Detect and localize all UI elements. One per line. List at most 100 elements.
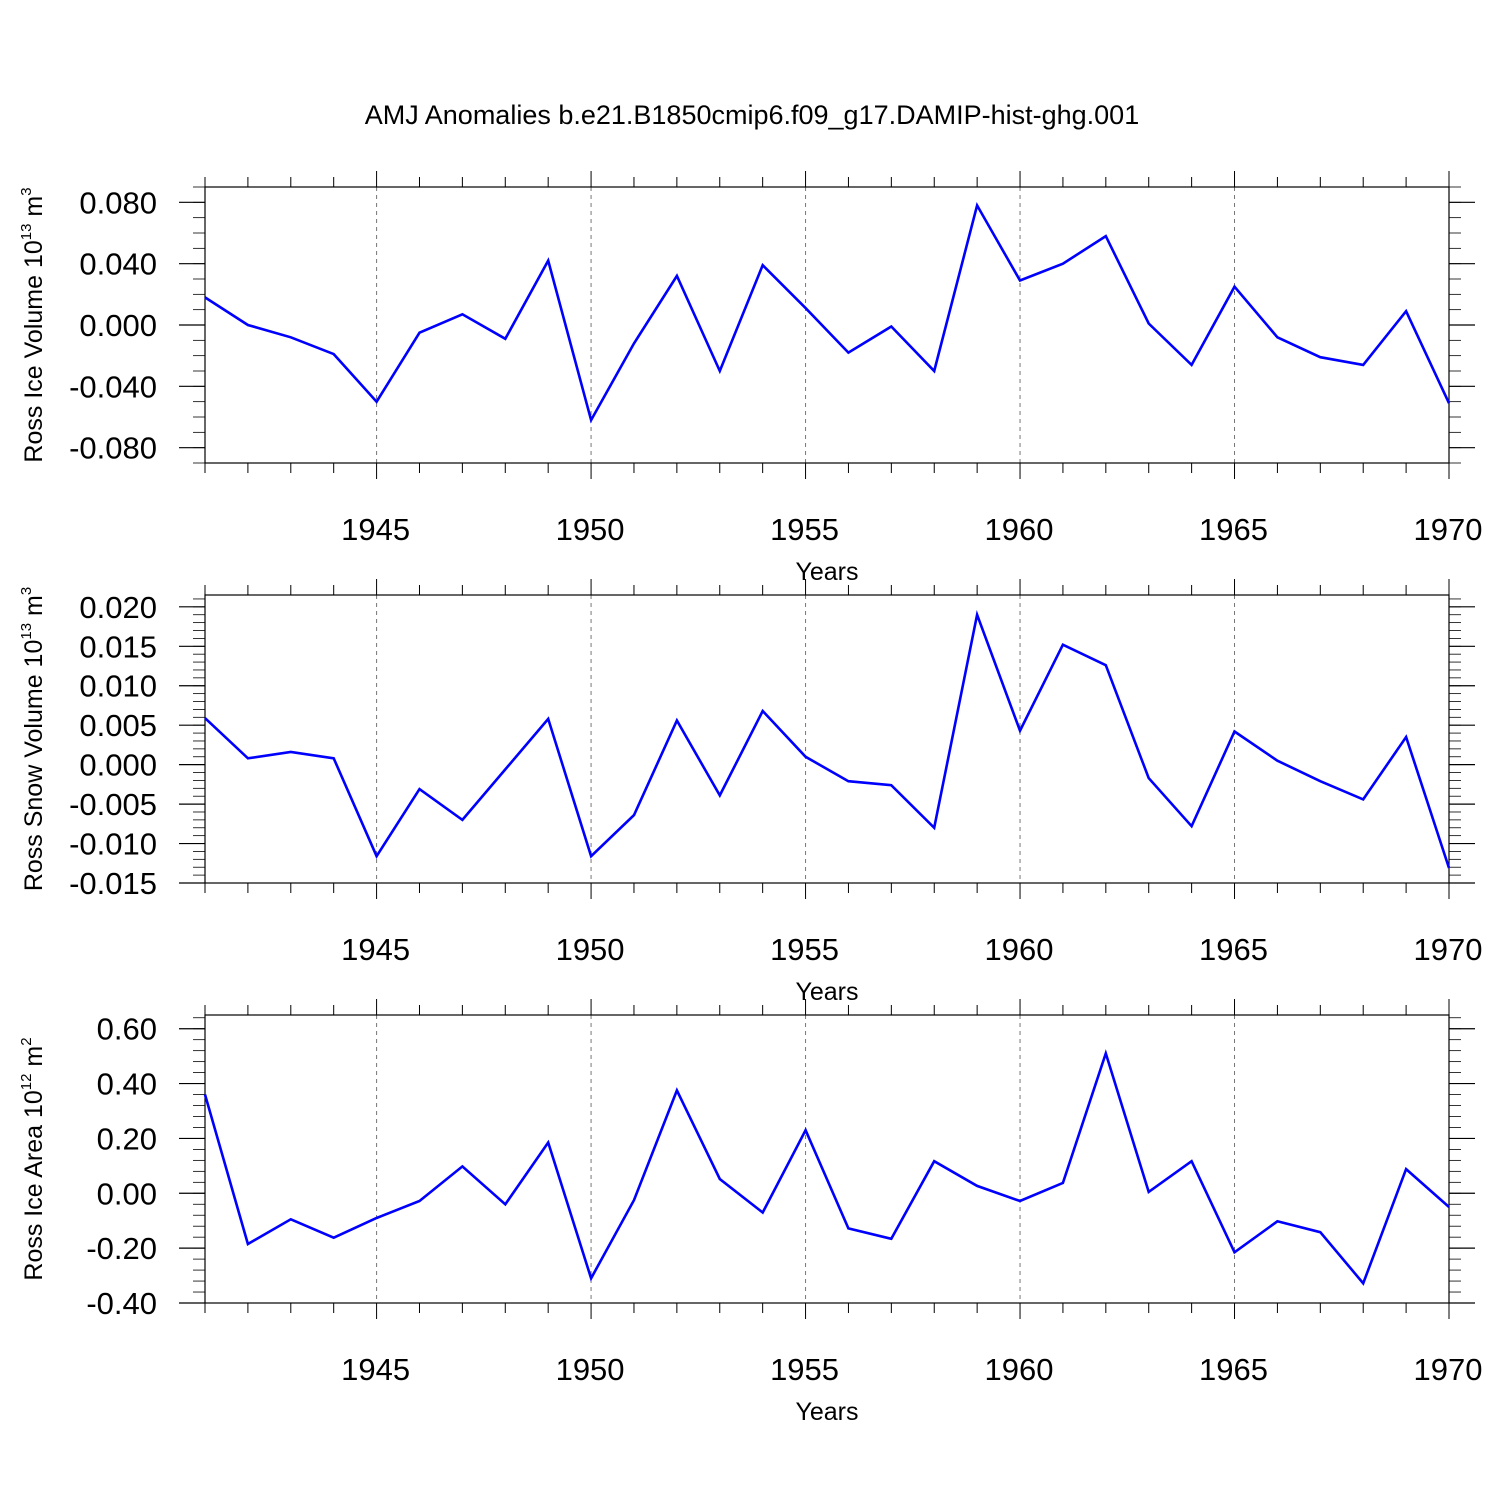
data-point (1318, 779, 1322, 783)
x-tick-label: 1960 (985, 1352, 1054, 1387)
x-tick-label: 1955 (770, 932, 839, 967)
data-point (1147, 776, 1151, 780)
data-point (889, 325, 893, 329)
x-tick-label: 1945 (341, 932, 410, 967)
x-tick-label: 1960 (985, 512, 1054, 547)
x-tick-label: 1950 (556, 1352, 625, 1387)
data-point (932, 1159, 936, 1163)
data-point (203, 716, 207, 720)
y-tick-label: -0.080 (69, 431, 157, 466)
data-point (1361, 1281, 1365, 1285)
y-tick-label: 0.000 (79, 748, 157, 783)
y-tick-label: -0.005 (69, 787, 157, 822)
x-tick-label: 1965 (1199, 512, 1268, 547)
data-point (546, 259, 550, 263)
data-point (718, 369, 722, 373)
y-tick-label: 0.005 (79, 708, 157, 743)
data-point (332, 756, 336, 760)
y-tick-label: 0.60 (97, 1012, 157, 1047)
data-point (1447, 1205, 1451, 1209)
data-point (761, 709, 765, 713)
y-tick-label: 0.020 (79, 590, 157, 625)
data-point (1233, 730, 1237, 734)
panel-2: -0.015 -0.010 -0.005 0.000 0.005 0.010 0.015 0.… (18, 579, 1482, 1006)
data-point (1104, 234, 1108, 238)
data-point (675, 718, 679, 722)
data-point (975, 613, 979, 617)
x-axis-label: Years (795, 558, 858, 586)
x-tick-label: 1965 (1199, 932, 1268, 967)
y-tick-label: 0.040 (79, 247, 157, 282)
data-point (1404, 735, 1408, 739)
data-point (1147, 321, 1151, 325)
data-point (1061, 1181, 1065, 1185)
data-point (289, 750, 293, 754)
x-tick-label: 1960 (985, 932, 1054, 967)
x-tick-label: 1950 (556, 932, 625, 967)
data-point (289, 335, 293, 339)
data-point (1018, 729, 1022, 733)
y-tick-label: -0.010 (69, 827, 157, 862)
data-point (1404, 1167, 1408, 1171)
x-tick-label: 1945 (341, 512, 410, 547)
y-tick-label: -0.015 (69, 866, 157, 901)
x-tick-label: 1950 (556, 512, 625, 547)
data-point (1275, 759, 1279, 763)
data-point (632, 1198, 636, 1202)
series-line (204, 201, 1451, 424)
data-point (375, 1216, 379, 1220)
data-point (889, 783, 893, 787)
data-point (417, 787, 421, 791)
data-point (460, 1164, 464, 1168)
data-point (1361, 363, 1365, 367)
data-point (417, 331, 421, 335)
data-point (332, 1236, 336, 1240)
y-tick-label: 0.00 (97, 1176, 157, 1211)
data-point (203, 1093, 207, 1097)
plot-frame (204, 594, 1450, 884)
data-point (546, 717, 550, 721)
panel-1: -0.080 -0.040 0.000 0.040 0.080 1945 1950 1955 1… (18, 171, 1482, 586)
data-point (1447, 401, 1451, 405)
chart-title: AMJ Anomalies b.e21.B1850cmip6.f09_g17.D… (365, 100, 1139, 130)
y-tick-label: 0.20 (97, 1121, 157, 1156)
data-point (589, 854, 593, 858)
series-line (203, 1049, 1450, 1286)
data-point (1104, 1051, 1108, 1055)
data-point (1275, 335, 1279, 339)
x-tick-label: 1970 (1414, 1352, 1483, 1387)
data-point (460, 312, 464, 316)
data-point (1190, 824, 1194, 828)
data-point (975, 203, 979, 207)
data-point (846, 1226, 850, 1230)
y-axis-label: Ross Ice Volume 1013 m3 (18, 187, 48, 462)
data-point (1018, 279, 1022, 283)
data-point (846, 779, 850, 783)
data-point (1318, 1230, 1322, 1234)
plot-frame (204, 186, 1450, 464)
data-point (1190, 363, 1194, 367)
data-point (1190, 1159, 1194, 1163)
data-point (1018, 1199, 1022, 1203)
panels: -0.080 -0.040 0.000 0.040 0.080 1945 1950 1955 1… (18, 171, 1482, 1426)
data-point (546, 1141, 550, 1145)
data-point (589, 1276, 593, 1280)
data-point (675, 1088, 679, 1092)
data-point (804, 755, 808, 759)
data-point (975, 1184, 979, 1188)
data-point (804, 1128, 808, 1132)
data-point (1361, 797, 1365, 801)
data-point (246, 1242, 250, 1246)
x-tick-label: 1965 (1199, 1352, 1268, 1387)
data-point (375, 854, 379, 858)
data-point (761, 1210, 765, 1214)
data-point (503, 337, 507, 341)
data-point (289, 1217, 293, 1221)
data-point (203, 295, 207, 299)
series-line (204, 609, 1451, 869)
x-tick-label: 1945 (341, 1352, 410, 1387)
y-axis-label: Ross Snow Volume 1013 m3 (18, 587, 48, 891)
data-point (503, 1202, 507, 1206)
y-tick-label: 0.40 (97, 1067, 157, 1102)
